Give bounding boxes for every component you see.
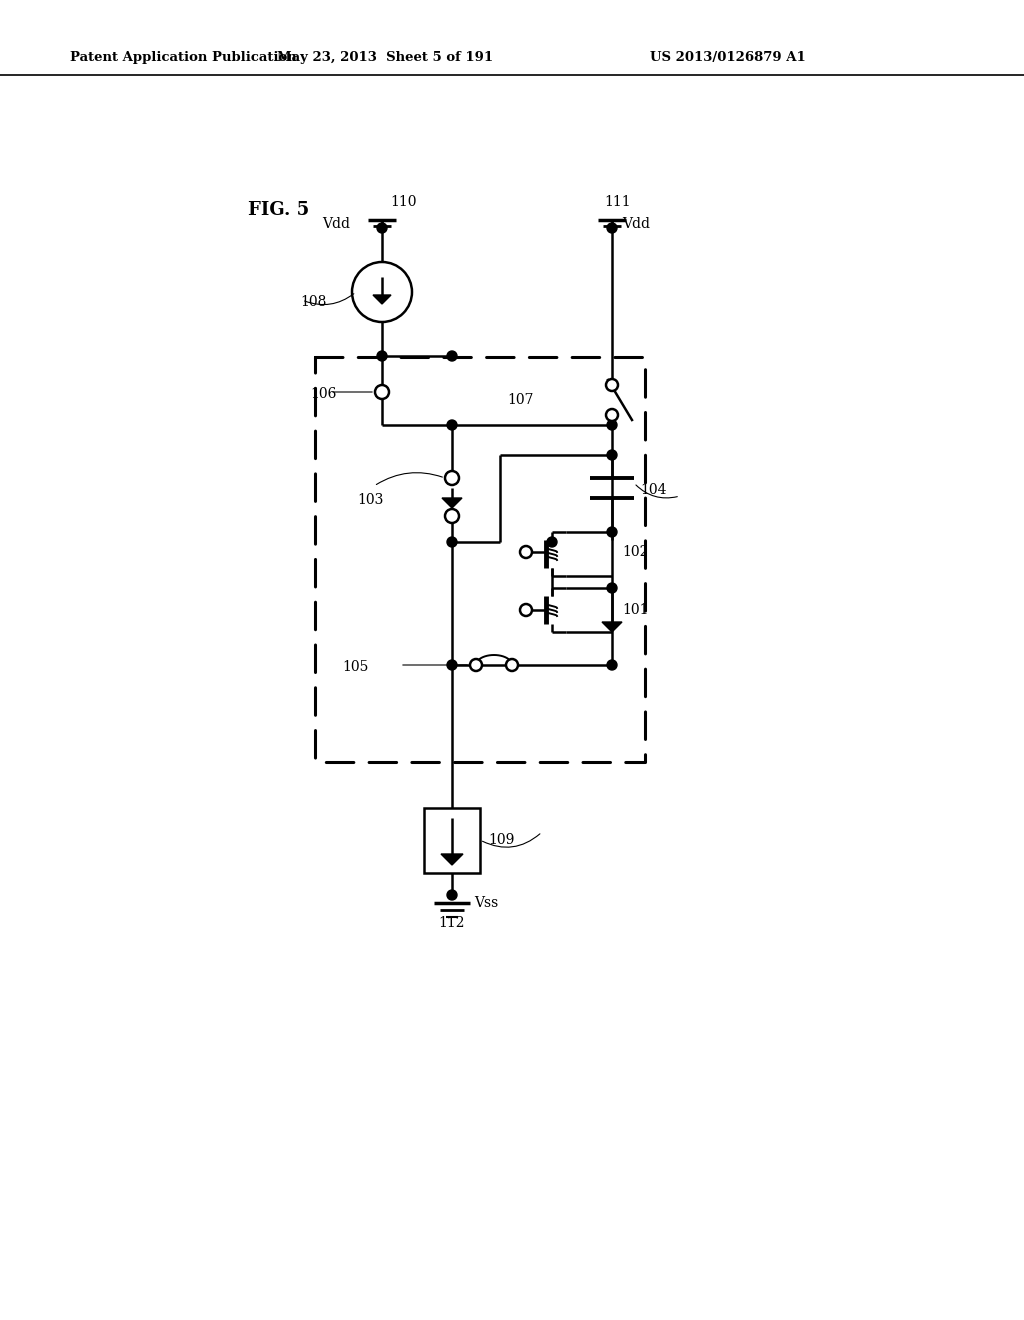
Text: 106: 106 [310,387,336,401]
Text: 102: 102 [622,545,648,558]
Text: Patent Application Publication: Patent Application Publication [70,51,297,65]
Text: 103: 103 [357,492,383,507]
Polygon shape [602,622,622,632]
Text: 110: 110 [390,195,417,209]
Text: 112: 112 [438,916,465,931]
Circle shape [607,223,617,234]
Circle shape [506,659,518,671]
Circle shape [606,409,618,421]
Circle shape [375,385,389,399]
Text: 108: 108 [300,294,327,309]
Text: 105: 105 [342,660,369,675]
Circle shape [520,605,532,616]
Circle shape [607,660,617,671]
Circle shape [607,420,617,430]
Circle shape [547,537,557,546]
Circle shape [447,890,457,900]
Circle shape [607,583,617,593]
Circle shape [445,471,459,484]
Polygon shape [373,294,391,304]
Circle shape [447,660,457,671]
Circle shape [520,546,532,558]
Circle shape [377,223,387,234]
Circle shape [607,527,617,537]
Circle shape [377,351,387,360]
Polygon shape [442,498,462,508]
Text: Vdd: Vdd [622,216,650,231]
Text: Vss: Vss [474,896,499,909]
Circle shape [445,510,459,523]
Text: 101: 101 [622,603,648,616]
Text: Vdd: Vdd [322,216,350,231]
Circle shape [447,537,457,546]
Text: FIG. 5: FIG. 5 [248,201,309,219]
Circle shape [606,379,618,391]
Polygon shape [441,854,463,865]
Circle shape [447,351,457,360]
Circle shape [470,659,482,671]
Bar [424,808,480,873]
Text: US 2013/0126879 A1: US 2013/0126879 A1 [650,51,806,65]
Text: 107: 107 [507,393,534,407]
Text: 104: 104 [640,483,667,498]
Circle shape [607,450,617,459]
Text: 111: 111 [604,195,631,209]
Circle shape [447,420,457,430]
Text: May 23, 2013  Sheet 5 of 191: May 23, 2013 Sheet 5 of 191 [276,51,494,65]
Text: 109: 109 [488,833,514,847]
